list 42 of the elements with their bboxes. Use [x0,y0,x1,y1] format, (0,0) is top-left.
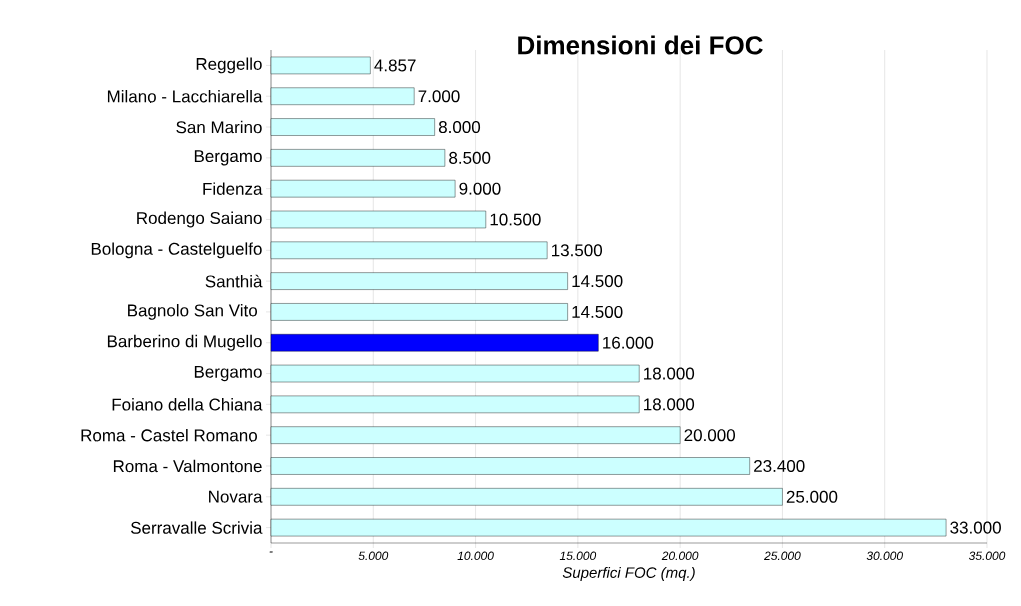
data-label: 14.500 [572,275,623,288]
data-label: 4.857 [374,59,416,72]
y-tick-label: Bergamo [194,150,262,166]
x-axis-title: Superfici FOC (mq.) [562,566,695,581]
x-tick-label: 15.000 [559,551,597,561]
y-tick-label: Rodengo Saiano [137,211,262,228]
y-tick-label: San Marino [176,120,262,134]
data-label: 18.000 [644,367,695,380]
x-tick-label: 5.000 [358,551,389,561]
data-label: 10.500 [490,213,541,226]
data-label: 18.000 [644,398,695,411]
y-tick-label: Santhià [205,274,263,288]
data-label: 20.000 [684,429,736,442]
data-label: 23.400 [754,459,805,473]
data-label: 8.000 [438,121,481,134]
data-label: 8.500 [449,151,491,164]
x-tick-label: 35.000 [968,551,1006,561]
data-label: 7.000 [418,90,460,103]
x-tick-label: 25.000 [764,551,801,561]
data-label: 13.500 [552,244,603,257]
data-label: 25.000 [786,490,838,503]
data-label: 14.500 [572,305,623,318]
y-tick-label: Roma - Castel Romano [81,428,257,442]
x-tick-label: - [269,551,273,553]
y-tick-label: Roma - Valmontone [113,459,262,473]
data-label: 16.000 [603,336,654,349]
y-tick-label: Fidenza [203,182,263,195]
y-tick-label: Bologna - Castelguelfo [91,242,262,259]
chart-title: Dimensioni dei FOC [518,35,763,55]
y-tick-label: Reggello [196,57,262,74]
data-label: 9.000 [459,182,501,195]
data-label: 33.000 [950,521,1001,534]
y-tick-label: Bagnolo San Vito [128,304,258,320]
x-tick-label: 30.000 [866,551,903,561]
y-tick-label: Barberino di Mugello [107,334,262,351]
y-tick-label: Foiano della Chiana [112,398,263,411]
y-tick-label: Novara [209,490,263,503]
y-tick-label: Milano - Lacchiarella [107,90,263,103]
x-tick-label: 10.000 [457,551,494,561]
y-tick-label: Bergamo [194,365,262,382]
x-tick-label: 20.000 [661,551,699,561]
y-tick-label: Serravalle Scrivia [130,521,263,534]
